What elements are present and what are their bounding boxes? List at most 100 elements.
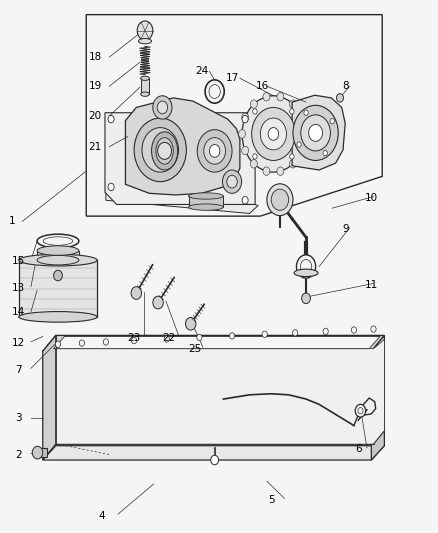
Polygon shape <box>43 335 385 351</box>
Circle shape <box>209 144 220 157</box>
Ellipse shape <box>294 269 318 277</box>
Polygon shape <box>53 336 380 349</box>
Circle shape <box>323 150 327 156</box>
Ellipse shape <box>19 312 97 322</box>
Polygon shape <box>19 260 97 317</box>
Text: 3: 3 <box>15 413 22 423</box>
Circle shape <box>297 142 301 147</box>
Circle shape <box>223 170 242 193</box>
Ellipse shape <box>37 255 79 265</box>
Text: 17: 17 <box>226 73 239 83</box>
Text: 8: 8 <box>342 81 349 91</box>
Circle shape <box>298 113 305 122</box>
Circle shape <box>242 115 248 123</box>
Ellipse shape <box>156 138 173 164</box>
Circle shape <box>242 96 305 172</box>
Circle shape <box>260 118 286 150</box>
Circle shape <box>32 446 43 459</box>
Polygon shape <box>43 446 385 460</box>
Circle shape <box>153 296 163 309</box>
Circle shape <box>108 183 114 191</box>
Polygon shape <box>292 95 345 170</box>
Circle shape <box>153 96 172 119</box>
Circle shape <box>290 109 294 114</box>
Circle shape <box>309 124 322 141</box>
Polygon shape <box>105 113 255 205</box>
Circle shape <box>230 333 235 339</box>
Text: 1: 1 <box>9 216 16 227</box>
Circle shape <box>142 127 179 172</box>
Circle shape <box>164 336 170 342</box>
Circle shape <box>227 175 237 188</box>
Circle shape <box>205 80 224 103</box>
Ellipse shape <box>37 246 79 255</box>
Text: 19: 19 <box>88 81 102 91</box>
Circle shape <box>302 293 311 304</box>
Circle shape <box>301 130 308 138</box>
Circle shape <box>197 334 202 341</box>
Circle shape <box>197 130 232 172</box>
Ellipse shape <box>152 132 178 170</box>
Text: 5: 5 <box>268 495 275 505</box>
Text: 2: 2 <box>15 450 22 460</box>
Text: 22: 22 <box>162 333 176 343</box>
Circle shape <box>79 340 85 346</box>
Circle shape <box>271 189 289 211</box>
Circle shape <box>211 455 219 465</box>
Text: 13: 13 <box>12 282 25 293</box>
Circle shape <box>185 317 196 330</box>
Circle shape <box>55 341 60 348</box>
Circle shape <box>336 94 343 102</box>
Circle shape <box>251 100 258 108</box>
Circle shape <box>253 109 257 114</box>
Circle shape <box>301 115 330 151</box>
Text: 9: 9 <box>342 224 349 235</box>
Circle shape <box>267 184 293 216</box>
Circle shape <box>290 159 297 168</box>
Polygon shape <box>35 448 47 457</box>
Polygon shape <box>37 251 79 260</box>
Text: 25: 25 <box>188 344 201 354</box>
Polygon shape <box>56 340 385 444</box>
Circle shape <box>323 328 328 335</box>
Text: 11: 11 <box>365 280 378 290</box>
Ellipse shape <box>19 254 97 266</box>
Circle shape <box>298 146 305 155</box>
Text: 10: 10 <box>365 192 378 203</box>
Circle shape <box>277 167 284 175</box>
Polygon shape <box>43 335 56 460</box>
Ellipse shape <box>138 38 152 44</box>
Ellipse shape <box>188 204 223 211</box>
Polygon shape <box>141 78 149 94</box>
Circle shape <box>103 339 109 345</box>
Ellipse shape <box>43 237 73 245</box>
Circle shape <box>242 197 248 204</box>
Text: 14: 14 <box>12 306 25 317</box>
Circle shape <box>297 255 316 278</box>
Circle shape <box>242 113 249 122</box>
Circle shape <box>239 130 246 138</box>
Circle shape <box>293 329 298 336</box>
Ellipse shape <box>141 92 149 96</box>
Circle shape <box>355 405 366 417</box>
Circle shape <box>131 287 141 300</box>
Circle shape <box>358 408 363 414</box>
Text: 15: 15 <box>12 256 25 266</box>
Circle shape <box>134 118 186 182</box>
Circle shape <box>242 146 249 155</box>
Polygon shape <box>86 14 382 216</box>
Circle shape <box>158 142 172 159</box>
Text: 7: 7 <box>15 365 22 375</box>
Circle shape <box>252 108 295 160</box>
Circle shape <box>157 101 168 114</box>
Text: 12: 12 <box>12 338 25 349</box>
Circle shape <box>204 138 226 164</box>
Ellipse shape <box>188 193 223 199</box>
Text: 20: 20 <box>88 111 102 122</box>
Text: 6: 6 <box>355 445 362 455</box>
Text: 4: 4 <box>98 511 105 521</box>
Text: 21: 21 <box>88 142 102 152</box>
Text: 18: 18 <box>88 52 102 62</box>
Circle shape <box>304 110 308 115</box>
Polygon shape <box>106 115 258 214</box>
